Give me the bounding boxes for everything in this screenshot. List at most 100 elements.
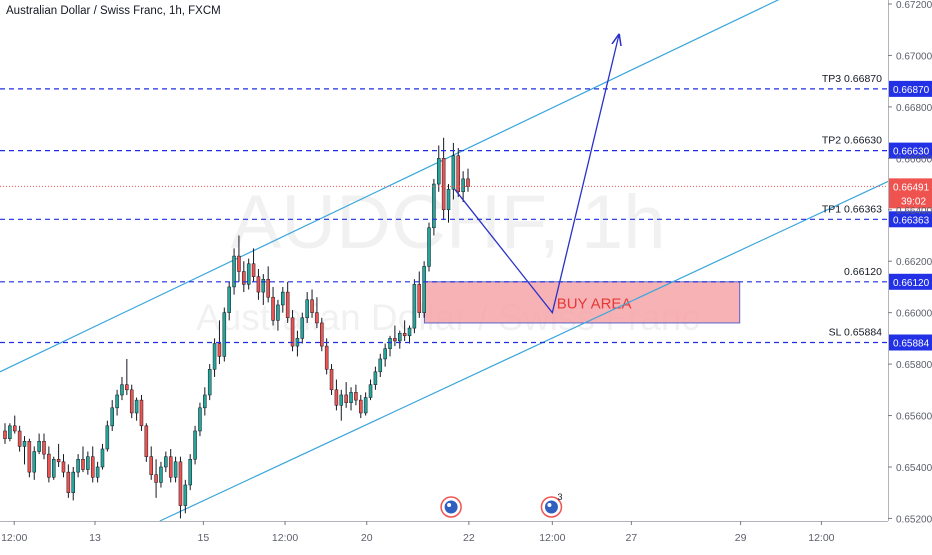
- candle: [232, 248, 236, 295]
- level-price-tag-text: 0.66630: [893, 147, 930, 158]
- candle: [432, 178, 436, 236]
- x-tick-label: 22: [463, 532, 475, 544]
- candle: [436, 145, 441, 192]
- candle: [383, 343, 387, 367]
- candle-body-up: [363, 397, 368, 414]
- candle: [354, 384, 358, 406]
- buy-area-zone[interactable]: [423, 281, 741, 324]
- candle-body-up: [76, 459, 80, 473]
- candle: [42, 433, 46, 460]
- candle-body-up: [115, 394, 119, 409]
- candle: [276, 299, 280, 331]
- candle: [422, 261, 426, 318]
- candle-body-up: [300, 317, 305, 339]
- candle-body-up: [368, 384, 373, 398]
- candle: [27, 438, 32, 478]
- event-icon[interactable]: 3: [540, 492, 562, 518]
- candle: [227, 281, 231, 321]
- candle-body-up: [451, 155, 456, 190]
- candle: [105, 420, 110, 452]
- y-tick-label: 0.66800: [896, 103, 932, 114]
- candle: [100, 443, 105, 470]
- candle-body-down: [12, 425, 17, 432]
- x-tick-label: 27: [626, 532, 638, 544]
- level-label: SL 0.65884: [829, 326, 882, 338]
- event-icon[interactable]: [440, 496, 462, 518]
- candle-body-up: [461, 178, 465, 193]
- level-price-tag: [889, 142, 932, 159]
- level-tp3: TP3 0.66870 0.66870: [0, 73, 932, 97]
- level-price-tag: [889, 273, 932, 290]
- candle: [329, 364, 334, 395]
- candle-body-up: [164, 456, 168, 468]
- buy-area: BUY AREA: [423, 281, 741, 324]
- candle-body-up: [378, 358, 383, 373]
- candle-body-down: [456, 155, 461, 193]
- channel-lower-line[interactable]: [159, 180, 889, 522]
- candle-body-down: [359, 399, 363, 414]
- candle: [281, 286, 285, 313]
- y-tick-label: 0.66400: [896, 206, 932, 217]
- candle-body-down: [271, 296, 275, 321]
- candle-body-up: [422, 266, 426, 313]
- flag-icon: [444, 500, 458, 514]
- candle-body-up: [305, 299, 309, 319]
- candle: [168, 448, 173, 483]
- candle-body-up: [95, 466, 100, 478]
- candle-body-down: [217, 343, 222, 357]
- level-label: 0.66120: [844, 266, 882, 278]
- candle: [334, 379, 339, 411]
- candle: [86, 451, 90, 475]
- candle-body-down: [393, 338, 397, 342]
- candle-body-up: [120, 384, 124, 396]
- flag-icon-detail: [447, 503, 452, 507]
- x-tick-label: 29: [735, 532, 747, 544]
- candle-body-up: [86, 456, 90, 470]
- candle: [178, 456, 183, 519]
- candle: [125, 358, 129, 395]
- candle: [266, 266, 270, 303]
- projection-arrow[interactable]: [454, 35, 619, 315]
- candle: [17, 425, 22, 452]
- candle-body-down: [56, 459, 61, 463]
- candle: [51, 456, 56, 480]
- level-sl: SL 0.65884 0.65884: [0, 326, 932, 351]
- candle: [154, 459, 158, 498]
- candle-body-down: [402, 332, 407, 337]
- current-price: 0.66491 39:02: [0, 178, 932, 209]
- level-price-tag: [889, 334, 932, 351]
- candle: [139, 394, 144, 431]
- candle-body-down: [149, 456, 153, 475]
- y-tick-label: 0.67200: [896, 0, 932, 11]
- candle: [344, 382, 348, 408]
- current-price-tag: [889, 178, 932, 209]
- candle: [251, 248, 256, 282]
- level-price-tag-text: 0.65884: [893, 338, 930, 349]
- candle-body-up: [407, 327, 412, 337]
- candle: [305, 292, 309, 323]
- candle: [271, 286, 275, 326]
- candle-body-down: [61, 461, 66, 473]
- candle: [47, 446, 51, 483]
- price-axis: 0.67200 0.67000 0.66800 0.66600 0.66400 0.662…: [888, 0, 932, 525]
- candle-body-down: [334, 389, 339, 406]
- candle: [3, 423, 7, 444]
- candle: [427, 222, 431, 272]
- candle-body-down: [90, 456, 95, 478]
- y-tick-label: 0.66600: [896, 154, 932, 165]
- price-levels: TP3 0.66870 0.66870 TP2 0.66630 0.66630 TP1 …: [0, 73, 932, 351]
- candle: [90, 446, 95, 483]
- candle: [222, 307, 227, 362]
- candle-body-up: [203, 394, 207, 409]
- candle-body-up: [261, 278, 266, 293]
- candle-body-up: [446, 188, 451, 211]
- y-tick-label: 0.67000: [896, 51, 932, 62]
- candle: [407, 325, 412, 344]
- candle: [324, 338, 329, 375]
- y-tick-label: 0.66200: [896, 257, 932, 268]
- candle-body-down: [354, 392, 358, 401]
- level-tp2: TP2 0.66630 0.66630: [0, 135, 932, 159]
- candle: [402, 320, 407, 341]
